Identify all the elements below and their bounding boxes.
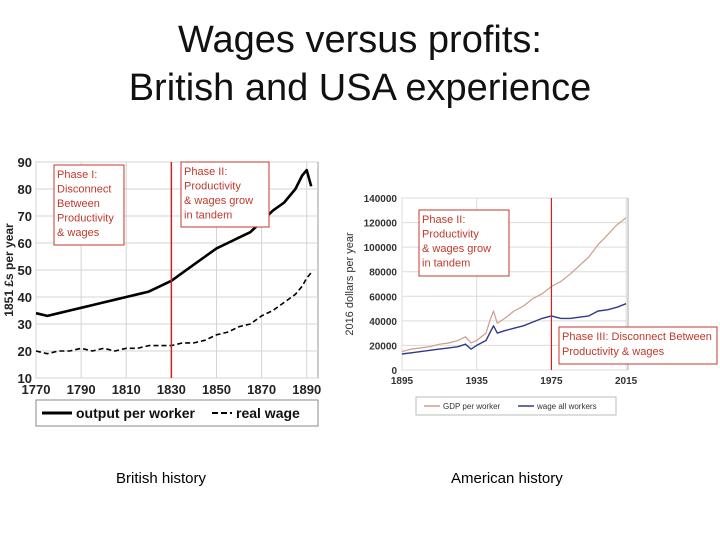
x-tick-label: 1850 bbox=[202, 382, 231, 397]
legend-label-output-per-worker: output per worker bbox=[76, 405, 196, 421]
american-chart: 0 20000 40000 60000 80000 100000 120000 140000 1… bbox=[344, 194, 718, 416]
phase-box bbox=[558, 326, 718, 365]
phase-box bbox=[418, 209, 510, 277]
phase-label: & wages grow bbox=[422, 243, 491, 255]
x-tick-label: 1790 bbox=[67, 382, 96, 397]
phase-label: & wages grow bbox=[184, 195, 253, 207]
y-tick-label: 20 bbox=[18, 344, 32, 359]
phase-box bbox=[53, 164, 125, 246]
x-tick-label: 1830 bbox=[157, 382, 186, 397]
phase-label: Disconnect bbox=[57, 184, 111, 196]
british-chart: 10 20 30 40 50 60 70 80 90 1770 1790 1810 1830 1850 18… bbox=[2, 155, 321, 427]
y-tick-label: 30 bbox=[18, 317, 32, 332]
y-tick-label: 140000 bbox=[364, 194, 398, 205]
y-tick-label: 20000 bbox=[369, 341, 397, 352]
y-axis-label: 1851 £s per year bbox=[2, 223, 16, 317]
phase-label: in tandem bbox=[422, 258, 470, 270]
phase-box bbox=[180, 161, 270, 228]
phase-label: Between bbox=[57, 198, 100, 210]
y-axis-label: 2016 dollars per year bbox=[344, 232, 356, 336]
y-tick-label: 80 bbox=[18, 182, 32, 197]
phase-label: Phase III: Disconnect Between bbox=[562, 331, 712, 343]
title-line-2: British and USA experience bbox=[128, 67, 592, 109]
series-output-per-worker bbox=[35, 168, 313, 318]
legend-label-gdp-per-worker: GDP per worker bbox=[443, 402, 501, 411]
y-tick-label: 90 bbox=[18, 155, 32, 170]
slide-title: Wages versus profits: British and USA ex… bbox=[0, 16, 720, 112]
series-real-wage bbox=[35, 272, 312, 355]
x-tick-label: 1935 bbox=[466, 376, 489, 387]
y-tick-label: 60 bbox=[18, 236, 32, 251]
phase-label: Productivity bbox=[57, 213, 114, 225]
x-tick-label: 1890 bbox=[292, 382, 321, 397]
y-tick-label: 100000 bbox=[364, 243, 398, 254]
phase-label: Phase I: bbox=[57, 169, 97, 181]
phase-label: in tandem bbox=[184, 210, 232, 222]
phase-label: Productivity bbox=[184, 181, 241, 193]
y-tick-label: 50 bbox=[18, 263, 32, 278]
legend-label-wage-all-workers: wage all workers bbox=[536, 402, 597, 411]
y-tick-label: 120000 bbox=[364, 219, 398, 230]
y-tick-label: 40 bbox=[18, 290, 32, 305]
legend-box bbox=[415, 396, 617, 416]
y-tick-label: 70 bbox=[18, 209, 32, 224]
x-tick-label: 1975 bbox=[540, 376, 563, 387]
legend-label-real-wage: real wage bbox=[236, 405, 300, 421]
phase-label: Phase II: bbox=[422, 214, 465, 226]
title-line-1: Wages versus profits: bbox=[178, 19, 542, 61]
y-tick-label: 60000 bbox=[369, 292, 397, 303]
series-wage-all-workers bbox=[401, 303, 627, 355]
series-gdp-per-worker bbox=[401, 217, 627, 353]
phase-label: Phase II: bbox=[184, 166, 227, 178]
caption-american-history: American history bbox=[451, 470, 563, 487]
legend-box bbox=[35, 399, 319, 427]
x-tick-label: 1810 bbox=[112, 382, 141, 397]
phase-label: & wages bbox=[57, 227, 100, 239]
caption-british-history: British history bbox=[116, 470, 207, 487]
phase-label: Productivity & wages bbox=[562, 346, 665, 358]
x-tick-label: 1870 bbox=[247, 382, 276, 397]
y-tick-label: 10 bbox=[18, 371, 32, 386]
phase-label: Productivity bbox=[422, 229, 479, 241]
x-tick-label: 1770 bbox=[22, 382, 51, 397]
x-tick-label: 2015 bbox=[615, 376, 638, 387]
x-tick-label: 1895 bbox=[391, 376, 414, 387]
y-tick-label: 0 bbox=[391, 366, 397, 377]
y-tick-label: 80000 bbox=[369, 268, 397, 279]
y-tick-label: 40000 bbox=[369, 317, 397, 328]
